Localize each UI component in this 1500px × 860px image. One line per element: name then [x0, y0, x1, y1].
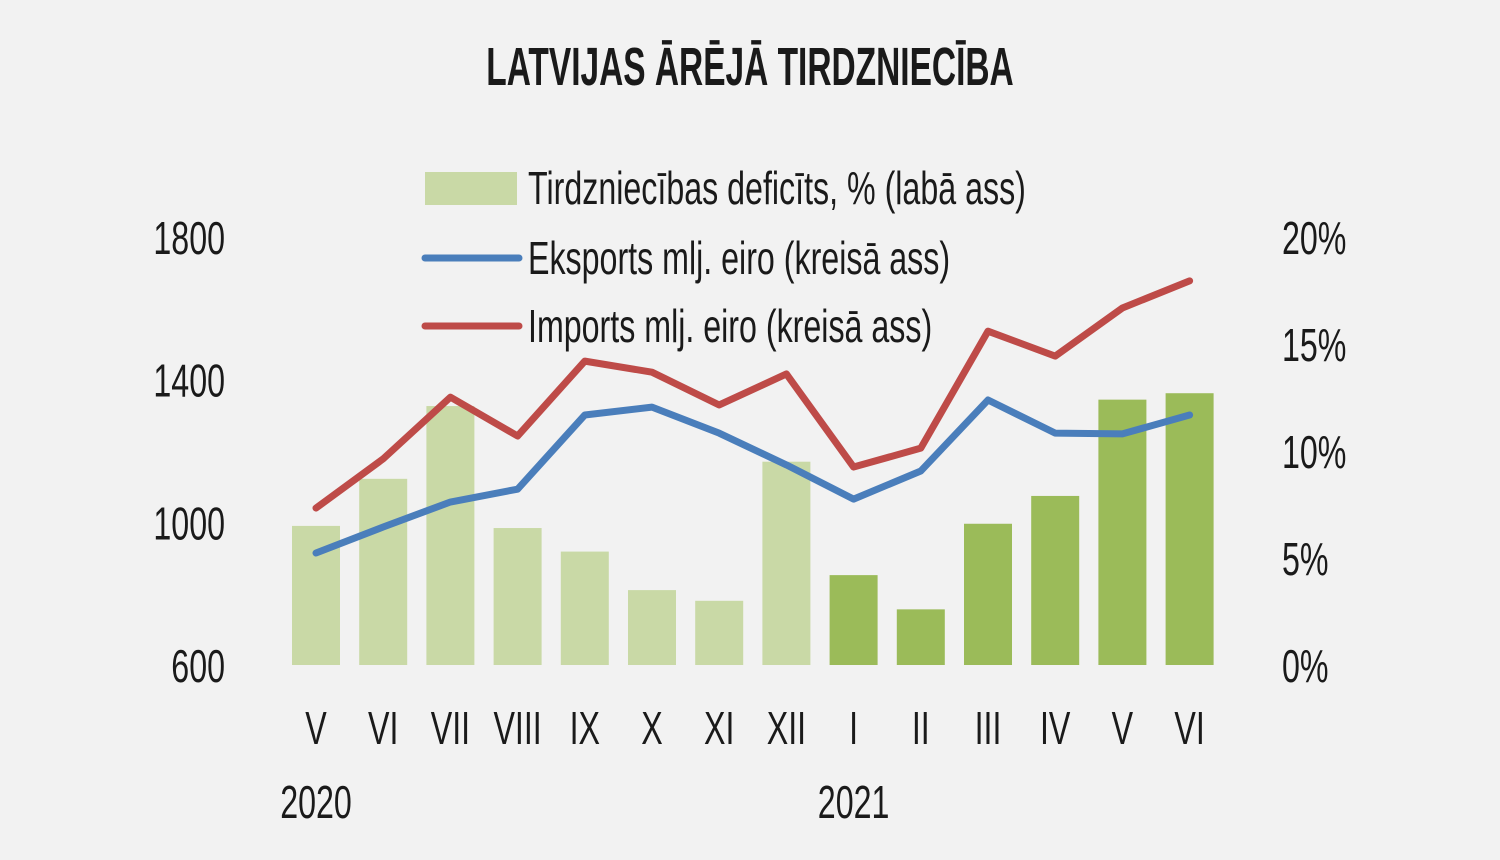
- x-tick-label: II: [912, 703, 930, 754]
- x-tick-label: III: [975, 703, 1002, 754]
- x-tick-label: XI: [704, 703, 734, 754]
- x-tick-label: VII: [431, 703, 470, 754]
- left-tick-label: 600: [171, 641, 225, 692]
- right-tick-label: 20%: [1282, 213, 1346, 264]
- bar-deficit: [695, 600, 744, 665]
- legend-label-deficit: Tirdzniecības deficīts, % (labā ass): [528, 163, 1026, 214]
- right-tick-label: 0%: [1282, 641, 1329, 692]
- bar-deficit: [1165, 393, 1214, 665]
- year-label: 2021: [818, 777, 890, 828]
- chart-title: LATVIJAS ĀRĒJĀ TIRDZNIECĪBA: [486, 36, 1013, 97]
- line-imports: [312, 277, 1194, 512]
- left-tick-label: 1000: [153, 499, 225, 550]
- bar-deficit: [1098, 399, 1147, 665]
- bar-deficit: [896, 609, 945, 665]
- x-tick-label: X: [641, 703, 662, 754]
- line-exports: [312, 396, 1194, 557]
- right-tick-label: 5%: [1282, 534, 1329, 585]
- x-tick-label: VIII: [493, 703, 541, 754]
- x-tick-label: V: [1112, 703, 1134, 754]
- bar-deficit: [426, 406, 475, 665]
- bar-deficit: [560, 551, 609, 665]
- bar-deficit: [1031, 495, 1080, 665]
- left-tick-label: 1400: [153, 356, 225, 407]
- legend-label-imports: Imports mlj. eiro (kreisā ass): [528, 301, 932, 352]
- legend-label-exports: Eksports mlj. eiro (kreisā ass): [528, 233, 950, 284]
- x-tick-label: VI: [368, 703, 398, 754]
- bar-deficit: [359, 478, 408, 665]
- x-tick-label: IX: [570, 703, 600, 754]
- right-tick-label: 10%: [1282, 427, 1346, 478]
- bar-deficit: [628, 590, 676, 665]
- x-tick-label: VI: [1174, 703, 1204, 754]
- x-tick-label: V: [305, 703, 327, 754]
- x-tick-label: XII: [767, 703, 806, 754]
- legend-swatch-deficit: [425, 172, 517, 205]
- x-tick-label: I: [849, 703, 858, 754]
- x-tick-label: IV: [1040, 703, 1071, 754]
- bar-deficit: [964, 523, 1012, 665]
- right-tick-label: 15%: [1282, 320, 1346, 371]
- year-label: 2020: [280, 777, 352, 828]
- bar-deficit: [493, 528, 542, 665]
- left-tick-label: 1800: [153, 213, 225, 264]
- bar-deficit: [829, 575, 878, 665]
- bar-deficit: [762, 461, 811, 665]
